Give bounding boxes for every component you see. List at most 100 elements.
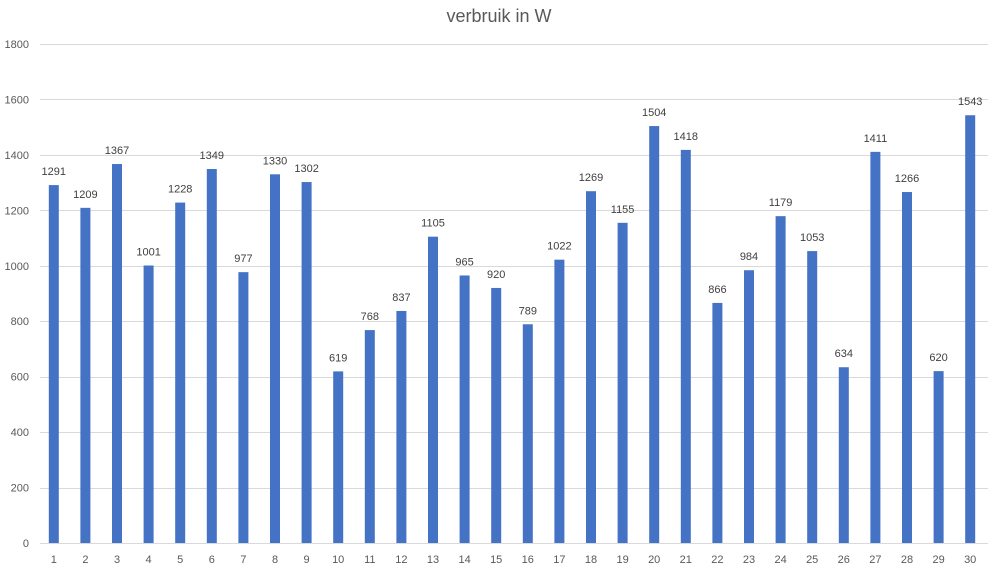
x-tick-label: 23: [743, 554, 755, 566]
x-tick-label: 12: [395, 554, 407, 566]
y-tick-label: 1000: [5, 261, 29, 273]
x-tick-label: 11: [364, 554, 375, 566]
x-tick-label: 21: [680, 554, 692, 566]
data-label: 1022: [547, 241, 571, 253]
x-tick-label: 19: [616, 554, 628, 566]
data-label: 620: [929, 352, 947, 364]
data-label: 1155: [611, 204, 635, 216]
bar: [428, 236, 438, 544]
bar: [143, 265, 154, 543]
bar: [522, 324, 533, 543]
y-tick-label: 0: [23, 538, 29, 550]
data-label: 984: [740, 251, 758, 263]
bars: [48, 115, 976, 544]
bar: [870, 151, 881, 543]
y-tick-label: 200: [11, 483, 29, 495]
x-tick-label: 28: [901, 554, 913, 566]
data-label: 1209: [73, 189, 97, 201]
data-label: 1266: [895, 173, 919, 185]
y-tick-label: 800: [11, 316, 29, 328]
bar: [680, 149, 691, 543]
data-label: 789: [519, 305, 537, 317]
data-label: 1504: [642, 107, 666, 119]
bar: [933, 371, 944, 543]
bar: [902, 192, 912, 543]
data-label: 837: [392, 292, 410, 304]
bar: [333, 371, 344, 543]
y-tick-label: 1200: [5, 205, 29, 217]
x-tick-label: 29: [932, 554, 944, 566]
x-tick-label: 14: [458, 554, 470, 566]
x-tick-label: 22: [711, 554, 723, 566]
data-label: 1228: [168, 184, 192, 196]
bar: [48, 185, 59, 543]
data-label: 1001: [136, 247, 160, 259]
data-label: 920: [487, 269, 505, 281]
data-label: 619: [329, 352, 347, 364]
data-label: 965: [455, 256, 473, 268]
bar: [838, 367, 849, 543]
data-label: 1053: [800, 232, 824, 244]
x-tick-label: 17: [553, 554, 565, 566]
y-tick-label: 600: [11, 372, 29, 384]
data-label: 977: [234, 253, 252, 265]
x-tick-label: 27: [869, 554, 881, 566]
data-label: 1349: [200, 150, 224, 162]
bar: [586, 191, 596, 543]
data-labels: 1291 1209 1367 1001 1228 1349 977 1330 1302 619 76…: [42, 96, 983, 364]
data-label: 866: [708, 284, 726, 296]
y-tick-label: 1400: [5, 150, 29, 162]
x-tick-label: 26: [838, 554, 850, 566]
x-tick-label: 9: [304, 554, 310, 566]
bar: [80, 207, 91, 544]
data-label: 1330: [263, 155, 287, 167]
y-tick-label: 1800: [5, 39, 29, 51]
bar: [238, 272, 249, 543]
x-tick-label: 5: [177, 554, 183, 566]
data-label: 1291: [42, 166, 66, 178]
bar: [112, 164, 122, 543]
x-tick-label: 18: [585, 554, 597, 566]
bar: [396, 310, 407, 543]
data-label: 1543: [958, 96, 982, 108]
bar: [364, 330, 375, 543]
bar: [965, 115, 976, 544]
bar: [491, 287, 502, 543]
data-label: 1418: [674, 131, 698, 143]
bar: [807, 251, 818, 543]
x-tick-label: 24: [774, 554, 786, 566]
bar: [775, 216, 786, 543]
x-tick-label: 20: [648, 554, 660, 566]
bar: [270, 174, 280, 544]
x-tick-label: 8: [272, 554, 278, 566]
bar: [712, 302, 723, 543]
x-tick-label: 7: [240, 554, 246, 566]
data-label: 634: [835, 348, 853, 360]
chart-title: verbruik in W: [446, 6, 552, 26]
bar: [617, 222, 628, 543]
gridlines: [40, 44, 988, 544]
data-label: 1302: [294, 163, 318, 175]
x-tick-label: 13: [427, 554, 439, 566]
data-label: 1367: [105, 145, 129, 157]
data-label: 768: [361, 311, 379, 323]
bar: [301, 182, 312, 543]
x-tick-label: 30: [964, 554, 976, 566]
x-tick-label: 25: [806, 554, 818, 566]
x-tick-label: 6: [209, 554, 215, 566]
x-tick-label: 16: [522, 554, 534, 566]
x-tick-label: 3: [114, 554, 120, 566]
x-tick-label: 15: [490, 554, 502, 566]
bar: [744, 270, 754, 543]
data-label: 1179: [769, 197, 793, 209]
data-label: 1105: [421, 218, 445, 230]
data-label: 1269: [579, 172, 603, 184]
bar: [554, 259, 565, 543]
y-tick-label: 400: [11, 427, 29, 439]
data-label: 1411: [864, 133, 888, 145]
y-axis-tick-labels: 0 200 400 600 800 1000 1200 1400 1600 1800: [5, 39, 29, 550]
bar: [649, 126, 660, 544]
x-axis-tick-labels: 1 2 3 4 5 6 7 8 9 10 11 12 13 14 15 16 17 18 19 20 21 22 23 24 2…: [51, 554, 977, 566]
